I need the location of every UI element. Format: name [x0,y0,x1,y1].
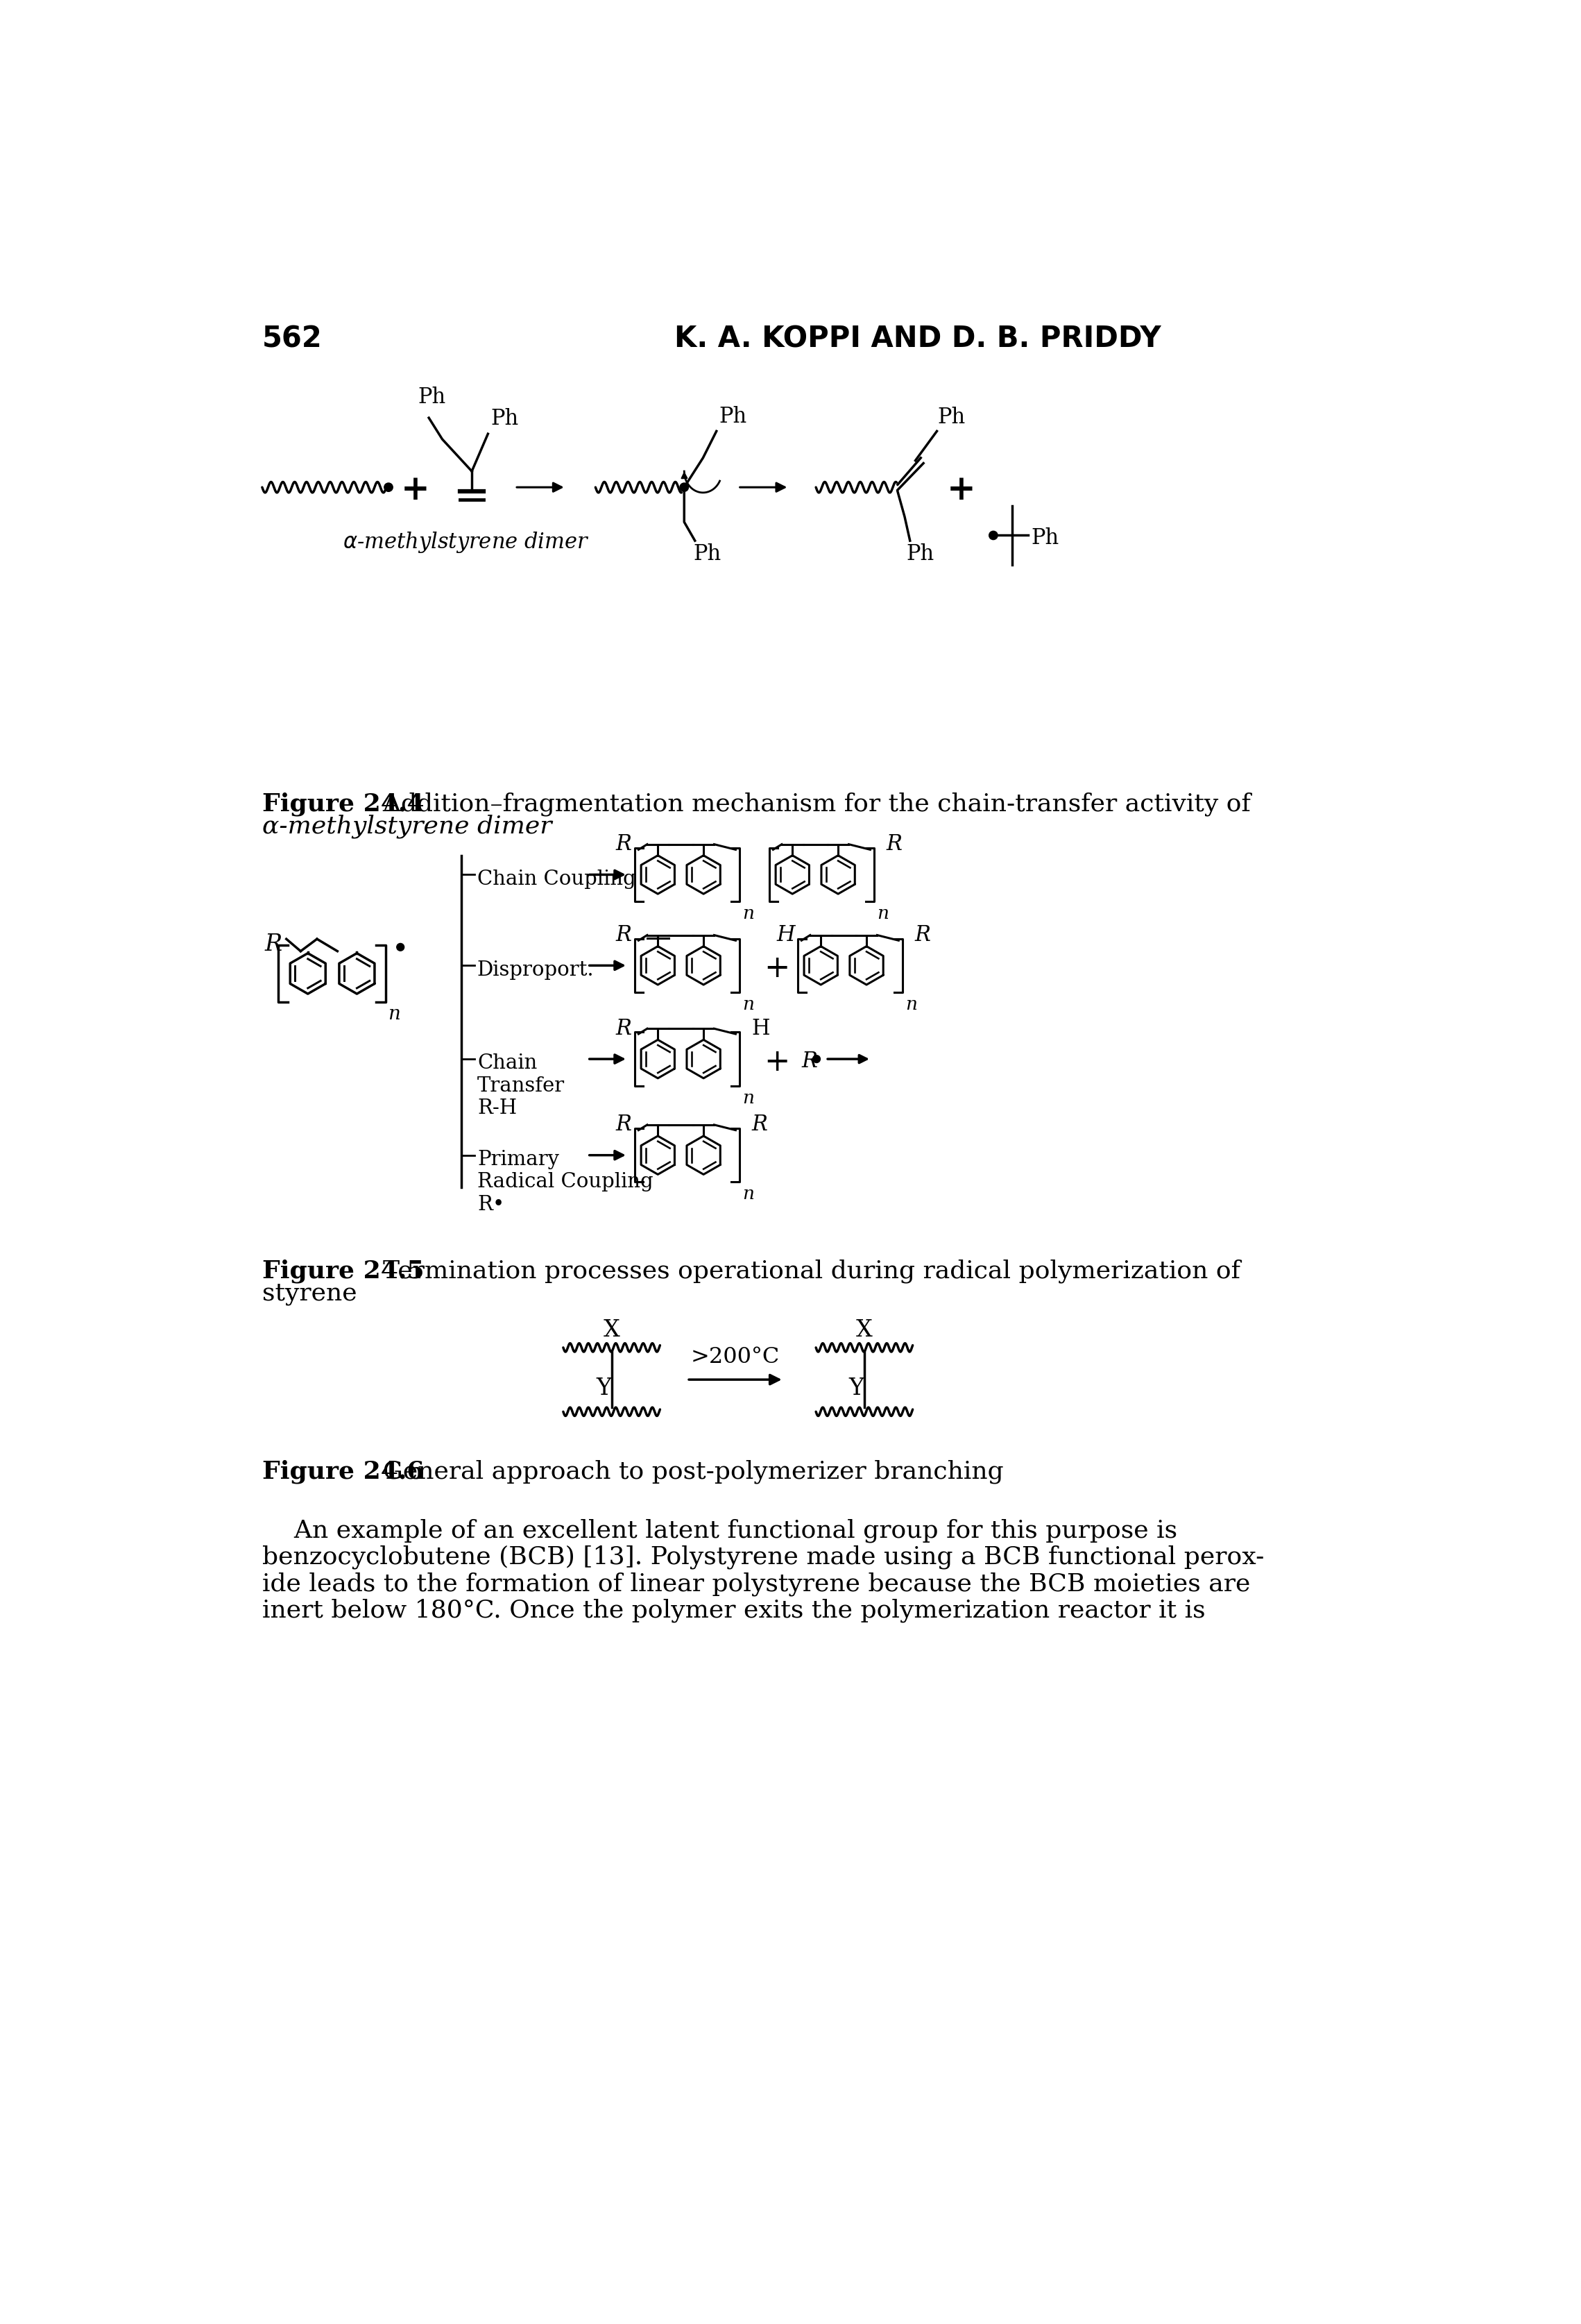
Text: Ph: Ph [906,544,934,565]
Text: Disproport.: Disproport. [477,960,594,981]
Text: H: H [776,925,795,946]
Text: R: R [617,1113,632,1136]
Text: >200°C: >200°C [691,1346,779,1369]
Text: n: n [741,1185,754,1204]
Text: Ph: Ph [1031,528,1059,548]
Circle shape [384,483,392,493]
Text: +: + [402,474,430,507]
Text: n: n [906,995,917,1013]
Text: Primary
Radical Coupling
R•: Primary Radical Coupling R• [477,1150,653,1213]
Text: +: + [764,1046,790,1076]
Text: n: n [741,1090,754,1106]
Text: Figure 24.5: Figure 24.5 [262,1260,424,1283]
Text: H: H [751,1018,770,1039]
Text: R: R [751,1113,767,1136]
Text: X: X [604,1320,620,1341]
Text: +: + [947,474,975,507]
Text: An example of an excellent latent functional group for this purpose is: An example of an excellent latent functi… [262,1518,1178,1543]
Text: 562: 562 [262,325,323,353]
Text: styrene: styrene [262,1283,357,1306]
Text: R: R [885,834,901,855]
Text: R: R [617,1018,632,1039]
Circle shape [990,532,998,539]
Circle shape [397,944,405,951]
Text: Chain
Transfer
R-H: Chain Transfer R-H [477,1053,564,1118]
Circle shape [813,1055,821,1062]
Text: +: + [764,953,790,983]
Circle shape [680,483,688,493]
Text: n: n [741,904,754,923]
Text: inert below 180°C. Once the polymer exits the polymerization reactor it is: inert below 180°C. Once the polymer exit… [262,1599,1205,1622]
Text: General approach to post-polymerizer branching: General approach to post-polymerizer bra… [367,1459,1004,1483]
Text: X: X [855,1320,873,1341]
Text: n: n [387,1004,400,1023]
Text: n: n [877,904,889,923]
Text: Chain Coupling: Chain Coupling [477,869,636,888]
Text: Termination processes operational during radical polymerization of: Termination processes operational during… [367,1260,1241,1283]
Text: Addition–fragmentation mechanism for the chain-transfer activity of: Addition–fragmentation mechanism for the… [367,792,1251,816]
Text: R: R [802,1050,817,1071]
Text: R: R [266,932,283,955]
Text: Ph: Ph [719,407,748,428]
Text: Ph: Ph [938,407,966,428]
Text: R: R [914,925,930,946]
Text: Y: Y [596,1378,612,1399]
Text: K. A. KOPPI AND D. B. PRIDDY: K. A. KOPPI AND D. B. PRIDDY [675,325,1160,353]
Text: ide leads to the formation of linear polystyrene because the BCB moieties are: ide leads to the formation of linear pol… [262,1571,1251,1597]
Text: α-methylstyrene dimer: α-methylstyrene dimer [262,813,552,839]
Text: benzocyclobutene (BCB) [13]. Polystyrene made using a BCB functional perox-: benzocyclobutene (BCB) [13]. Polystyrene… [262,1545,1265,1569]
Text: R: R [617,925,632,946]
Text: R: R [617,834,632,855]
Text: Figure 24.4: Figure 24.4 [262,792,424,816]
Text: Y: Y [849,1378,863,1399]
Text: Figure 24.6: Figure 24.6 [262,1459,424,1483]
Text: Ph: Ph [417,386,446,409]
Text: $\alpha$-methylstyrene dimer: $\alpha$-methylstyrene dimer [343,530,590,555]
Text: n: n [741,995,754,1013]
Text: Ph: Ph [490,409,519,430]
Text: Ph: Ph [694,544,721,565]
